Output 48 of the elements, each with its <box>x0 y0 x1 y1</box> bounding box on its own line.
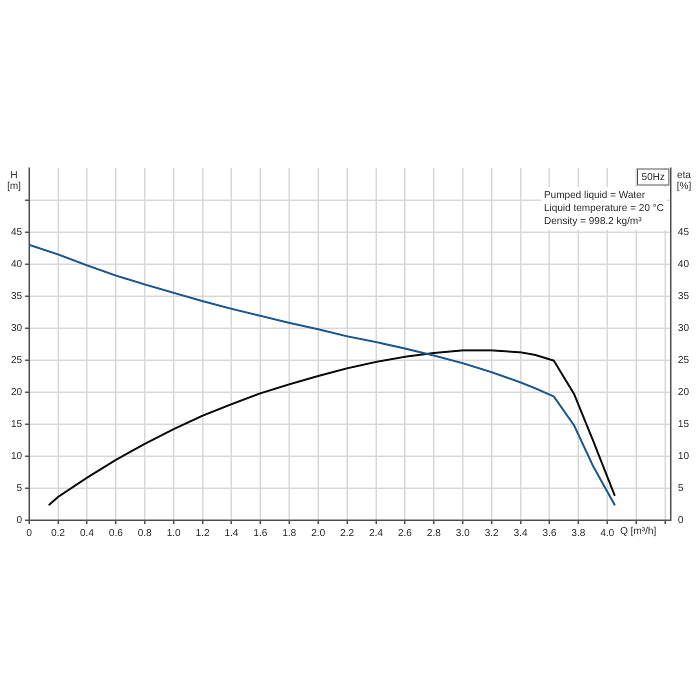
x-tick-label: 0.8 <box>138 528 152 539</box>
y-tick-label: 45 <box>11 226 23 238</box>
y2-tick-label: 10 <box>678 450 690 462</box>
x-tick-label: 2.0 <box>311 528 326 539</box>
x-tick-label: 1.0 <box>166 528 182 539</box>
y2-tick-label: 15 <box>678 418 690 430</box>
x-tick-label: 0.6 <box>108 528 124 539</box>
x-tick-label: 3.2 <box>484 528 500 539</box>
y-tick-label: 5 <box>16 482 23 494</box>
x-tick-label: 1.8 <box>282 528 297 539</box>
x-tick-label: 3.4 <box>514 528 528 539</box>
x-tick-label: 2.4 <box>369 528 384 539</box>
y2-tick-label: 25 <box>678 354 690 366</box>
x-tick-label: 4.0 <box>600 528 615 539</box>
annotation: Density = 998.2 kg/m³ <box>544 216 642 227</box>
y2-tick-label: 40 <box>678 258 690 270</box>
y-tick-label: 10 <box>11 450 23 462</box>
y2-tick-label: 35 <box>678 290 690 302</box>
y2-tick-label: 20 <box>678 386 690 398</box>
x-tick-label: 1.2 <box>196 528 210 539</box>
y-tick-label: 15 <box>11 418 23 430</box>
x-tick-label: 3.6 <box>542 528 557 539</box>
y2-tick-label: 45 <box>678 226 690 238</box>
x-tick-label: 1.6 <box>253 528 268 539</box>
x-tick-label: 0.4 <box>80 528 94 539</box>
x-tick-label: 0.2 <box>51 528 66 539</box>
y-tick-label: 20 <box>11 386 23 398</box>
x-tick-label: 3.0 <box>456 528 470 539</box>
y-axis-title: H [m] <box>7 170 22 192</box>
y-tick-label: 35 <box>11 290 23 302</box>
y-tick-label: 25 <box>11 354 23 366</box>
y2-tick-label: 0 <box>678 514 684 526</box>
x-tick-label: 3.8 <box>571 528 586 539</box>
y-tick-label: 40 <box>11 258 23 270</box>
y2-tick-label: 5 <box>678 482 684 494</box>
x-tick-label: 1.4 <box>224 528 239 539</box>
y2-tick-label: 30 <box>678 322 690 334</box>
y2-axis-title: eta [%] <box>676 170 692 192</box>
x-tick-label: 2.8 <box>426 528 442 539</box>
x-tick-label: 2.2 <box>340 528 354 539</box>
annotation: Pumped liquid = Water <box>544 190 646 201</box>
y-tick-label: 30 <box>11 322 23 334</box>
annotation: 50Hz <box>642 172 665 183</box>
x-axis-title: Q [m³/h] <box>620 526 656 537</box>
annotation: Liquid temperature = 20 °C <box>544 202 664 214</box>
x-tick-label: 0 <box>26 528 32 539</box>
x-tick-label: 2.6 <box>398 528 412 539</box>
y-tick-label: 0 <box>16 514 23 526</box>
